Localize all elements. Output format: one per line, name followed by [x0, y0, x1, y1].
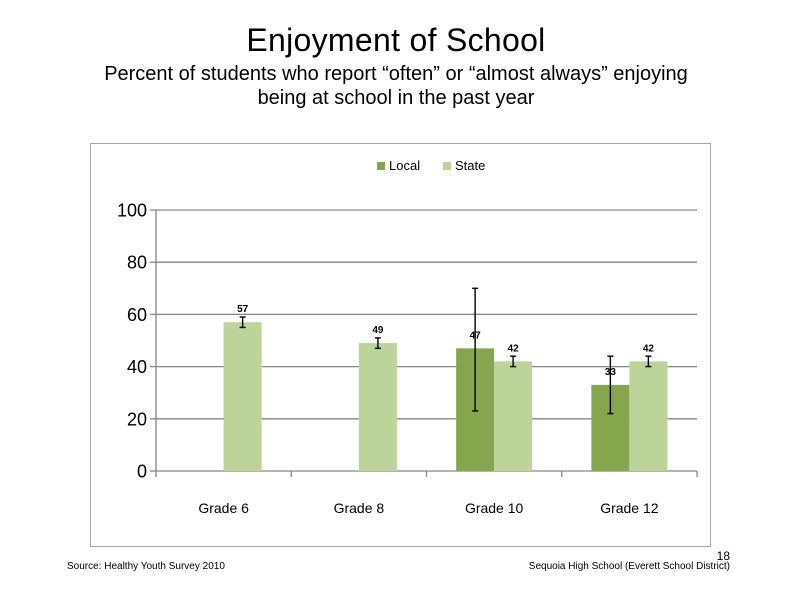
- y-tick-label: 20: [127, 409, 147, 429]
- legend-swatch-state: [443, 162, 451, 170]
- legend-label-state: State: [455, 158, 485, 173]
- legend-swatch-local: [377, 162, 385, 170]
- data-label: 42: [508, 343, 520, 354]
- legend-label-local: Local: [389, 158, 420, 173]
- chart-title: Enjoyment of School: [246, 22, 546, 58]
- y-tick-label: 0: [137, 462, 147, 482]
- data-label: 33: [605, 367, 617, 378]
- bar-chart: 0 20 40 60 80 100 Grade 6 Grade 8 Grade 10 Grade …: [117, 158, 698, 516]
- subtitle-line-2: being at school in the past year: [257, 87, 535, 109]
- data-label: 57: [237, 304, 249, 315]
- y-tick-label: 40: [127, 357, 147, 377]
- x-tick-label: Grade 10: [465, 500, 524, 516]
- y-tick-label: 80: [127, 253, 147, 273]
- slide-number: 18: [716, 549, 730, 563]
- x-tick-label: Grade 12: [600, 500, 659, 516]
- data-label: 42: [643, 343, 655, 354]
- x-tick-label: Grade 6: [198, 500, 249, 516]
- data-label: 49: [372, 325, 384, 336]
- school-name: Sequoia High School (Everett School Dist…: [528, 561, 730, 572]
- chart-frame: 0 20 40 60 80 100 Grade 6 Grade 8 Grade 10 Grade …: [90, 143, 711, 547]
- bar-state: [223, 322, 262, 471]
- chart-subtitle: Percent of students who report “often” o…: [0, 62, 792, 110]
- y-tick-label: 60: [127, 305, 147, 325]
- data-label: 47: [470, 330, 482, 341]
- source-note: Source: Healthy Youth Survey 2010: [67, 561, 225, 572]
- x-tick-label: Grade 8: [334, 500, 385, 516]
- bar-state: [629, 361, 668, 471]
- bar-state: [358, 343, 397, 471]
- subtitle-line-1: Percent of students who report “often” o…: [104, 63, 688, 85]
- y-tick-label: 100: [117, 201, 147, 221]
- bar-state: [494, 361, 533, 471]
